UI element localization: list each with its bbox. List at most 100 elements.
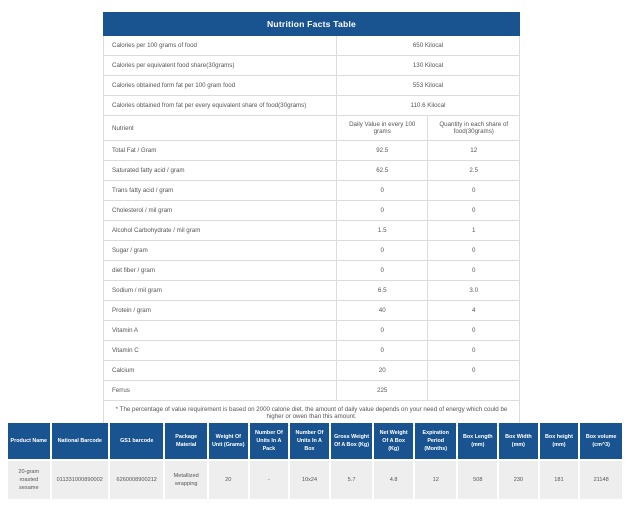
nutrient-daily-value: 0 <box>335 260 429 281</box>
nutrition-footnote-row: * The percentage of value requirement is… <box>103 400 520 426</box>
spec-column-header-net-weight: Net Weight Of A Box (Kg) <box>374 423 413 459</box>
nutrient-name: Trans fatty acid / gram <box>103 180 337 201</box>
nutrient-column-header-row: Nutrient Daily Value in every 100 grams … <box>103 115 520 141</box>
table-row: Calories obtained from fat per every equ… <box>103 95 521 116</box>
spec-cell-box-width: 230 <box>499 461 538 499</box>
nutrient-quantity: 0 <box>427 200 520 221</box>
nutrient-name: Saturated fatty acid / gram <box>103 160 337 181</box>
nutrient-daily-value: 6.5 <box>335 280 429 301</box>
table-row: 20-gram roasted sesame 011331000890002 6… <box>8 461 622 499</box>
nutrient-quantity: 0 <box>427 180 520 201</box>
spec-cell-box-length: 508 <box>458 461 498 499</box>
table-row: Protein / gram 40 4 <box>103 300 520 321</box>
spec-cell-units-in-pack: - <box>249 461 289 499</box>
nutrient-quantity <box>427 380 520 401</box>
nutrient-quantity: 3.0 <box>427 280 520 301</box>
spec-column-header-expiration-period: Expiration Period (Months) <box>414 423 457 459</box>
nutrient-name: Sugar / gram <box>103 240 337 261</box>
nutrient-daily-value: 225 <box>335 380 429 401</box>
product-spec-panel: Product Name National Barcode GS1 barcod… <box>6 421 624 501</box>
spec-column-header-weight-of-unit: Weight Of Unit (Grams) <box>208 423 248 459</box>
calorie-value: 130 Kilocal <box>335 55 521 76</box>
spec-column-header-gs1-barcode: GS1 barcode <box>109 423 164 459</box>
calorie-label: Calories per 100 grams of food <box>103 35 337 56</box>
calorie-value: 553 Kilocal <box>335 75 521 96</box>
spec-cell-gs1-barcode: 6260008900212 <box>109 461 164 499</box>
nutrient-daily-value: 0 <box>335 340 429 361</box>
product-spec-table: Product Name National Barcode GS1 barcod… <box>6 421 624 501</box>
nutrient-name: Vitamin A <box>103 320 337 341</box>
spec-cell-net-weight: 4.8 <box>374 461 413 499</box>
nutrient-daily-value: 0 <box>335 180 429 201</box>
nutrient-quantity: 0 <box>427 240 520 261</box>
spec-column-header-units-in-pack: Number Of Units In A Pack <box>249 423 289 459</box>
nutrient-daily-value: 1.5 <box>335 220 429 241</box>
column-header-quantity: Quantity in each share of food(30grams) <box>427 115 520 141</box>
spec-cell-product-name: 20-gram roasted sesame <box>8 461 50 499</box>
spec-column-header-national-barcode: National Barcode <box>51 423 108 459</box>
spec-cell-units-in-box: 10x24 <box>290 461 329 499</box>
table-row: Calories per equivalent food share(30gra… <box>103 55 521 76</box>
spec-column-header-box-length: Box Length (mm) <box>458 423 498 459</box>
table-row: Calcium 20 0 <box>103 360 520 381</box>
nutrition-facts-panel: Nutrition Facts Table Calories per 100 g… <box>103 12 521 426</box>
column-header-daily-value: Daily Value in every 100 grams <box>335 115 429 141</box>
spec-column-header-product-name: Product Name <box>8 423 50 459</box>
nutrient-name: Sodium / mil gram <box>103 280 337 301</box>
nutrient-quantity: 0 <box>427 320 520 341</box>
calorie-value: 650 Kilocal <box>335 35 521 56</box>
calorie-label: Calories per equivalent food share(30gra… <box>103 55 337 76</box>
table-row: Alcohol Carbohydrate / mil gram 1.5 1 <box>103 220 520 241</box>
column-header-nutrient: Nutrient <box>103 115 337 141</box>
table-row: Ferrus 225 <box>103 380 520 401</box>
calorie-label: Calories obtained form fat per 100 gram … <box>103 75 337 96</box>
table-row: Calories obtained form fat per 100 gram … <box>103 75 521 96</box>
spec-cell-package-material: Metallized wrapping <box>165 461 207 499</box>
calorie-value: 110.6 Kilocal <box>335 95 521 116</box>
spec-column-header-units-in-box: Number Of Units In A Box <box>290 423 329 459</box>
nutrient-name: Total Fat / Gram <box>103 140 337 161</box>
spec-cell-expiration-period: 12 <box>414 461 457 499</box>
spec-column-header-box-height: Box height (mm) <box>539 423 579 459</box>
table-row: Vitamin A 0 0 <box>103 320 520 341</box>
nutrient-daily-value: 40 <box>335 300 429 321</box>
nutrient-quantity: 0 <box>427 360 520 381</box>
nutrient-name: Ferrus <box>103 380 337 401</box>
nutrition-footnote: * The percentage of value requirement is… <box>103 400 520 426</box>
table-row: Sodium / mil gram 6.5 3.0 <box>103 280 520 301</box>
table-row: diet fiber / gram 0 0 <box>103 260 520 281</box>
spec-cell-weight-of-unit: 20 <box>208 461 248 499</box>
nutrient-daily-value: 92.5 <box>335 140 429 161</box>
calorie-label: Calories obtained from fat per every equ… <box>103 95 337 116</box>
nutrient-daily-value: 0 <box>335 240 429 261</box>
nutrition-title-row: Nutrition Facts Table <box>103 12 520 36</box>
spec-cell-gross-weight: 5.7 <box>330 461 373 499</box>
nutrient-daily-value: 0 <box>335 200 429 221</box>
spec-column-header-package-material: Package Material <box>165 423 207 459</box>
nutrient-daily-value: 62.5 <box>335 160 429 181</box>
spec-cell-box-volume: 21148 <box>580 461 622 499</box>
nutrition-title: Nutrition Facts Table <box>103 12 520 36</box>
spec-cell-box-height: 181 <box>539 461 579 499</box>
spec-header-row: Product Name National Barcode GS1 barcod… <box>8 423 622 459</box>
spec-cell-national-barcode: 011331000890002 <box>51 461 108 499</box>
table-row: Calories per 100 grams of food 650 Kiloc… <box>103 35 521 56</box>
nutrient-name: Protein / gram <box>103 300 337 321</box>
nutrient-quantity: 1 <box>427 220 520 241</box>
table-row: Trans fatty acid / gram 0 0 <box>103 180 520 201</box>
spec-column-header-box-volume: Box volume (cm^3) <box>580 423 622 459</box>
table-row: Vitamin C 0 0 <box>103 340 520 361</box>
nutrient-name: Alcohol Carbohydrate / mil gram <box>103 220 337 241</box>
nutrient-quantity: 2.5 <box>427 160 520 181</box>
spec-column-header-gross-weight: Gross Weight Of A Box (Kg) <box>330 423 373 459</box>
nutrient-quantity: 12 <box>427 140 520 161</box>
nutrient-name: Cholesterol / mil gram <box>103 200 337 221</box>
nutrient-daily-value: 20 <box>335 360 429 381</box>
table-row: Total Fat / Gram 92.5 12 <box>103 140 520 161</box>
table-row: Cholesterol / mil gram 0 0 <box>103 200 520 221</box>
table-row: Sugar / gram 0 0 <box>103 240 520 261</box>
nutrient-quantity: 0 <box>427 260 520 281</box>
spec-column-header-box-width: Box Width (mm) <box>499 423 538 459</box>
nutrition-facts-table: Nutrition Facts Table Calories per 100 g… <box>103 12 521 426</box>
nutrient-name: diet fiber / gram <box>103 260 337 281</box>
